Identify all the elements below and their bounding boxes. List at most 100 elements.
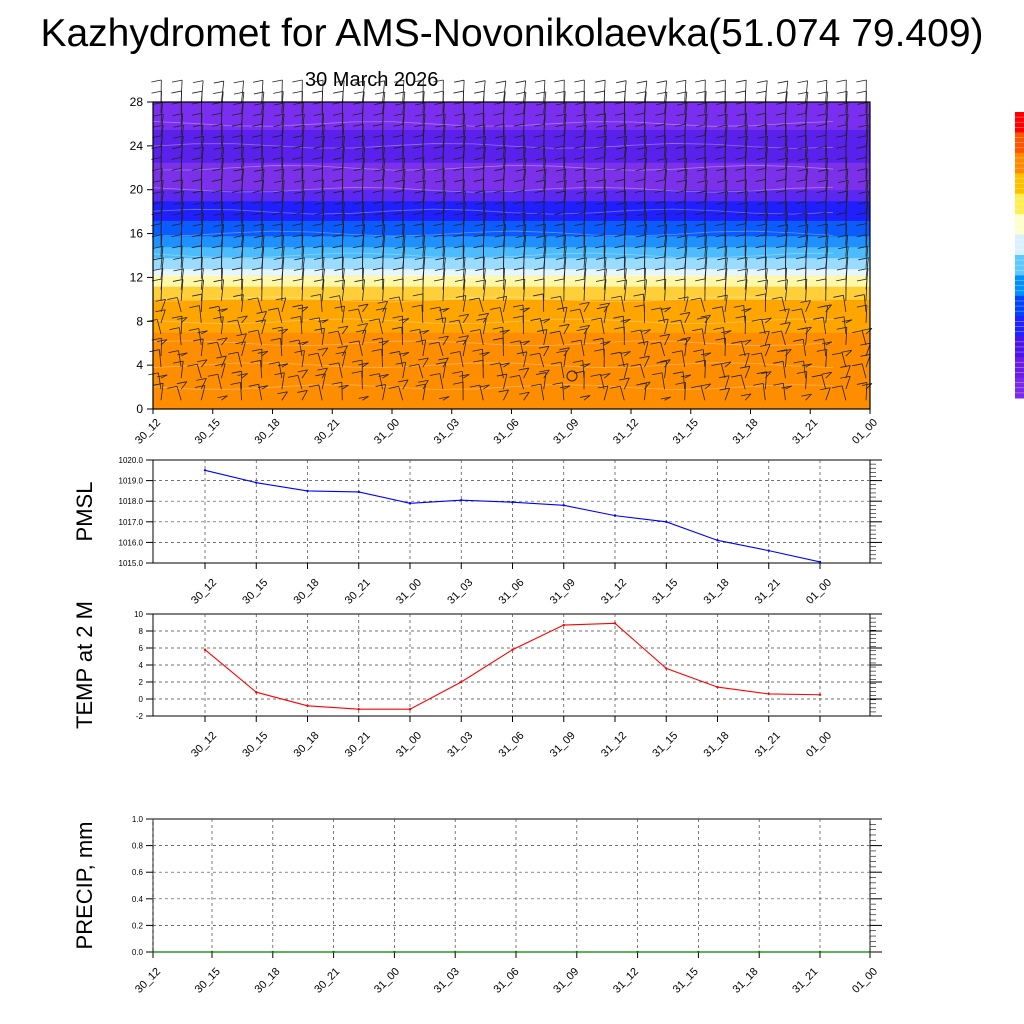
wind-barb-flag [172, 212, 183, 216]
wind-barb [221, 124, 223, 147]
wind-barb-flag [193, 146, 204, 150]
wind-barb-flag [473, 112, 485, 116]
wind-barb [160, 268, 164, 290]
data-point [562, 504, 565, 507]
wind-barb [704, 191, 708, 213]
wind-barb-flag [797, 102, 808, 106]
wind-barb [805, 169, 808, 191]
wind-barb-flag [313, 212, 324, 216]
wind-barb [338, 362, 343, 379]
wind-barb [358, 308, 363, 324]
wind-barb-flag [514, 112, 525, 116]
wind-barb-flag [836, 278, 847, 282]
wind-barb [563, 347, 570, 357]
x-tick-label: 01_00 [804, 730, 834, 760]
wind-barb [823, 338, 827, 357]
wind-barb-flag [453, 223, 464, 227]
wind-barb [603, 191, 607, 213]
heat-band [153, 275, 870, 287]
wind-barb [200, 113, 203, 136]
wind-barb-flag [494, 123, 505, 127]
wind-barb-flag [796, 245, 807, 249]
wind-barb-flag [317, 367, 328, 371]
wind-barb-flag [253, 246, 264, 249]
wind-barb-flag [534, 212, 545, 216]
wind-barb-flag [252, 256, 263, 260]
wind-barb [462, 295, 467, 312]
wind-barb-flag [676, 113, 687, 117]
wind-barb [362, 213, 366, 235]
wind-barb-flag [233, 235, 244, 238]
wind-barb [845, 246, 849, 268]
wind-barb-flag [616, 146, 627, 150]
wind-barb [321, 245, 324, 268]
wind-barb-flag [634, 190, 646, 193]
wind-barb [644, 213, 648, 235]
wind-barb-flag [757, 146, 768, 150]
wind-barb [744, 80, 747, 103]
wind-barb-flag [493, 179, 504, 182]
wind-barb-flag [655, 112, 666, 116]
wind-barb-flag [337, 345, 348, 349]
wind-barb [160, 339, 168, 346]
wind-barb [199, 305, 202, 323]
wind-barb [845, 169, 849, 191]
wind-barb [764, 147, 768, 169]
wind-barb-flag [414, 124, 425, 127]
wind-barb-flag [595, 179, 606, 183]
wind-barb [200, 279, 205, 301]
wind-barb [741, 341, 746, 357]
wind-barb-flag [408, 363, 419, 367]
wind-barb [543, 169, 547, 191]
wind-barb [300, 316, 303, 334]
wind-barb-flag [292, 304, 303, 308]
wind-barb-flag [434, 168, 445, 171]
wind-barb-flag [720, 361, 732, 365]
wind-barb-flag [634, 256, 645, 260]
wind-barb [382, 146, 385, 169]
wind-barb [845, 349, 853, 357]
wind-barb-flag [498, 389, 509, 393]
data-point [716, 539, 719, 542]
wind-barb [744, 268, 748, 290]
wind-barb-flag [334, 305, 345, 309]
wind-barb [422, 357, 429, 368]
wind-barb-flag [515, 102, 526, 106]
wind-barb [462, 335, 469, 346]
wind-barb-flag [614, 112, 626, 116]
wind-barb [805, 371, 808, 390]
wind-barb [543, 146, 546, 169]
wind-barb-flag [816, 146, 827, 149]
wind-barb-flag [534, 146, 545, 149]
wind-barb [644, 279, 647, 301]
wind-barb [563, 124, 566, 147]
wind-barb [301, 369, 308, 379]
wind-barb-flag [831, 385, 843, 389]
wind-barb-flag [479, 384, 490, 388]
wind-barb-flag [472, 359, 484, 363]
wind-barb [321, 202, 325, 224]
wind-barb-flag [332, 234, 343, 238]
y-tick-label: 12 [130, 270, 144, 284]
wind-barb-flag [854, 294, 865, 297]
wind-barb [261, 80, 264, 103]
wind-barb [724, 191, 728, 213]
wind-barb [381, 349, 383, 368]
wind-barb-flag [277, 328, 289, 332]
wind-barb-flag [312, 168, 323, 171]
wind-barb-flag [394, 246, 405, 249]
wind-barb-flag [167, 385, 178, 389]
wind-barb [684, 212, 686, 235]
wind-barb-flag [780, 322, 791, 325]
wind-barb-flag [287, 374, 299, 378]
wind-barb-flag [836, 267, 848, 271]
wind-barb-flag [413, 212, 424, 215]
wind-barb [482, 279, 487, 301]
wind-barb-flag [519, 391, 530, 395]
wind-barb-flag [856, 223, 867, 226]
wind-barb-flag [272, 134, 283, 138]
wind-barb-flag [293, 102, 304, 105]
wind-barb-flag [781, 385, 792, 389]
wind-barb-flag [651, 372, 663, 376]
wind-barb-flag [575, 201, 586, 205]
